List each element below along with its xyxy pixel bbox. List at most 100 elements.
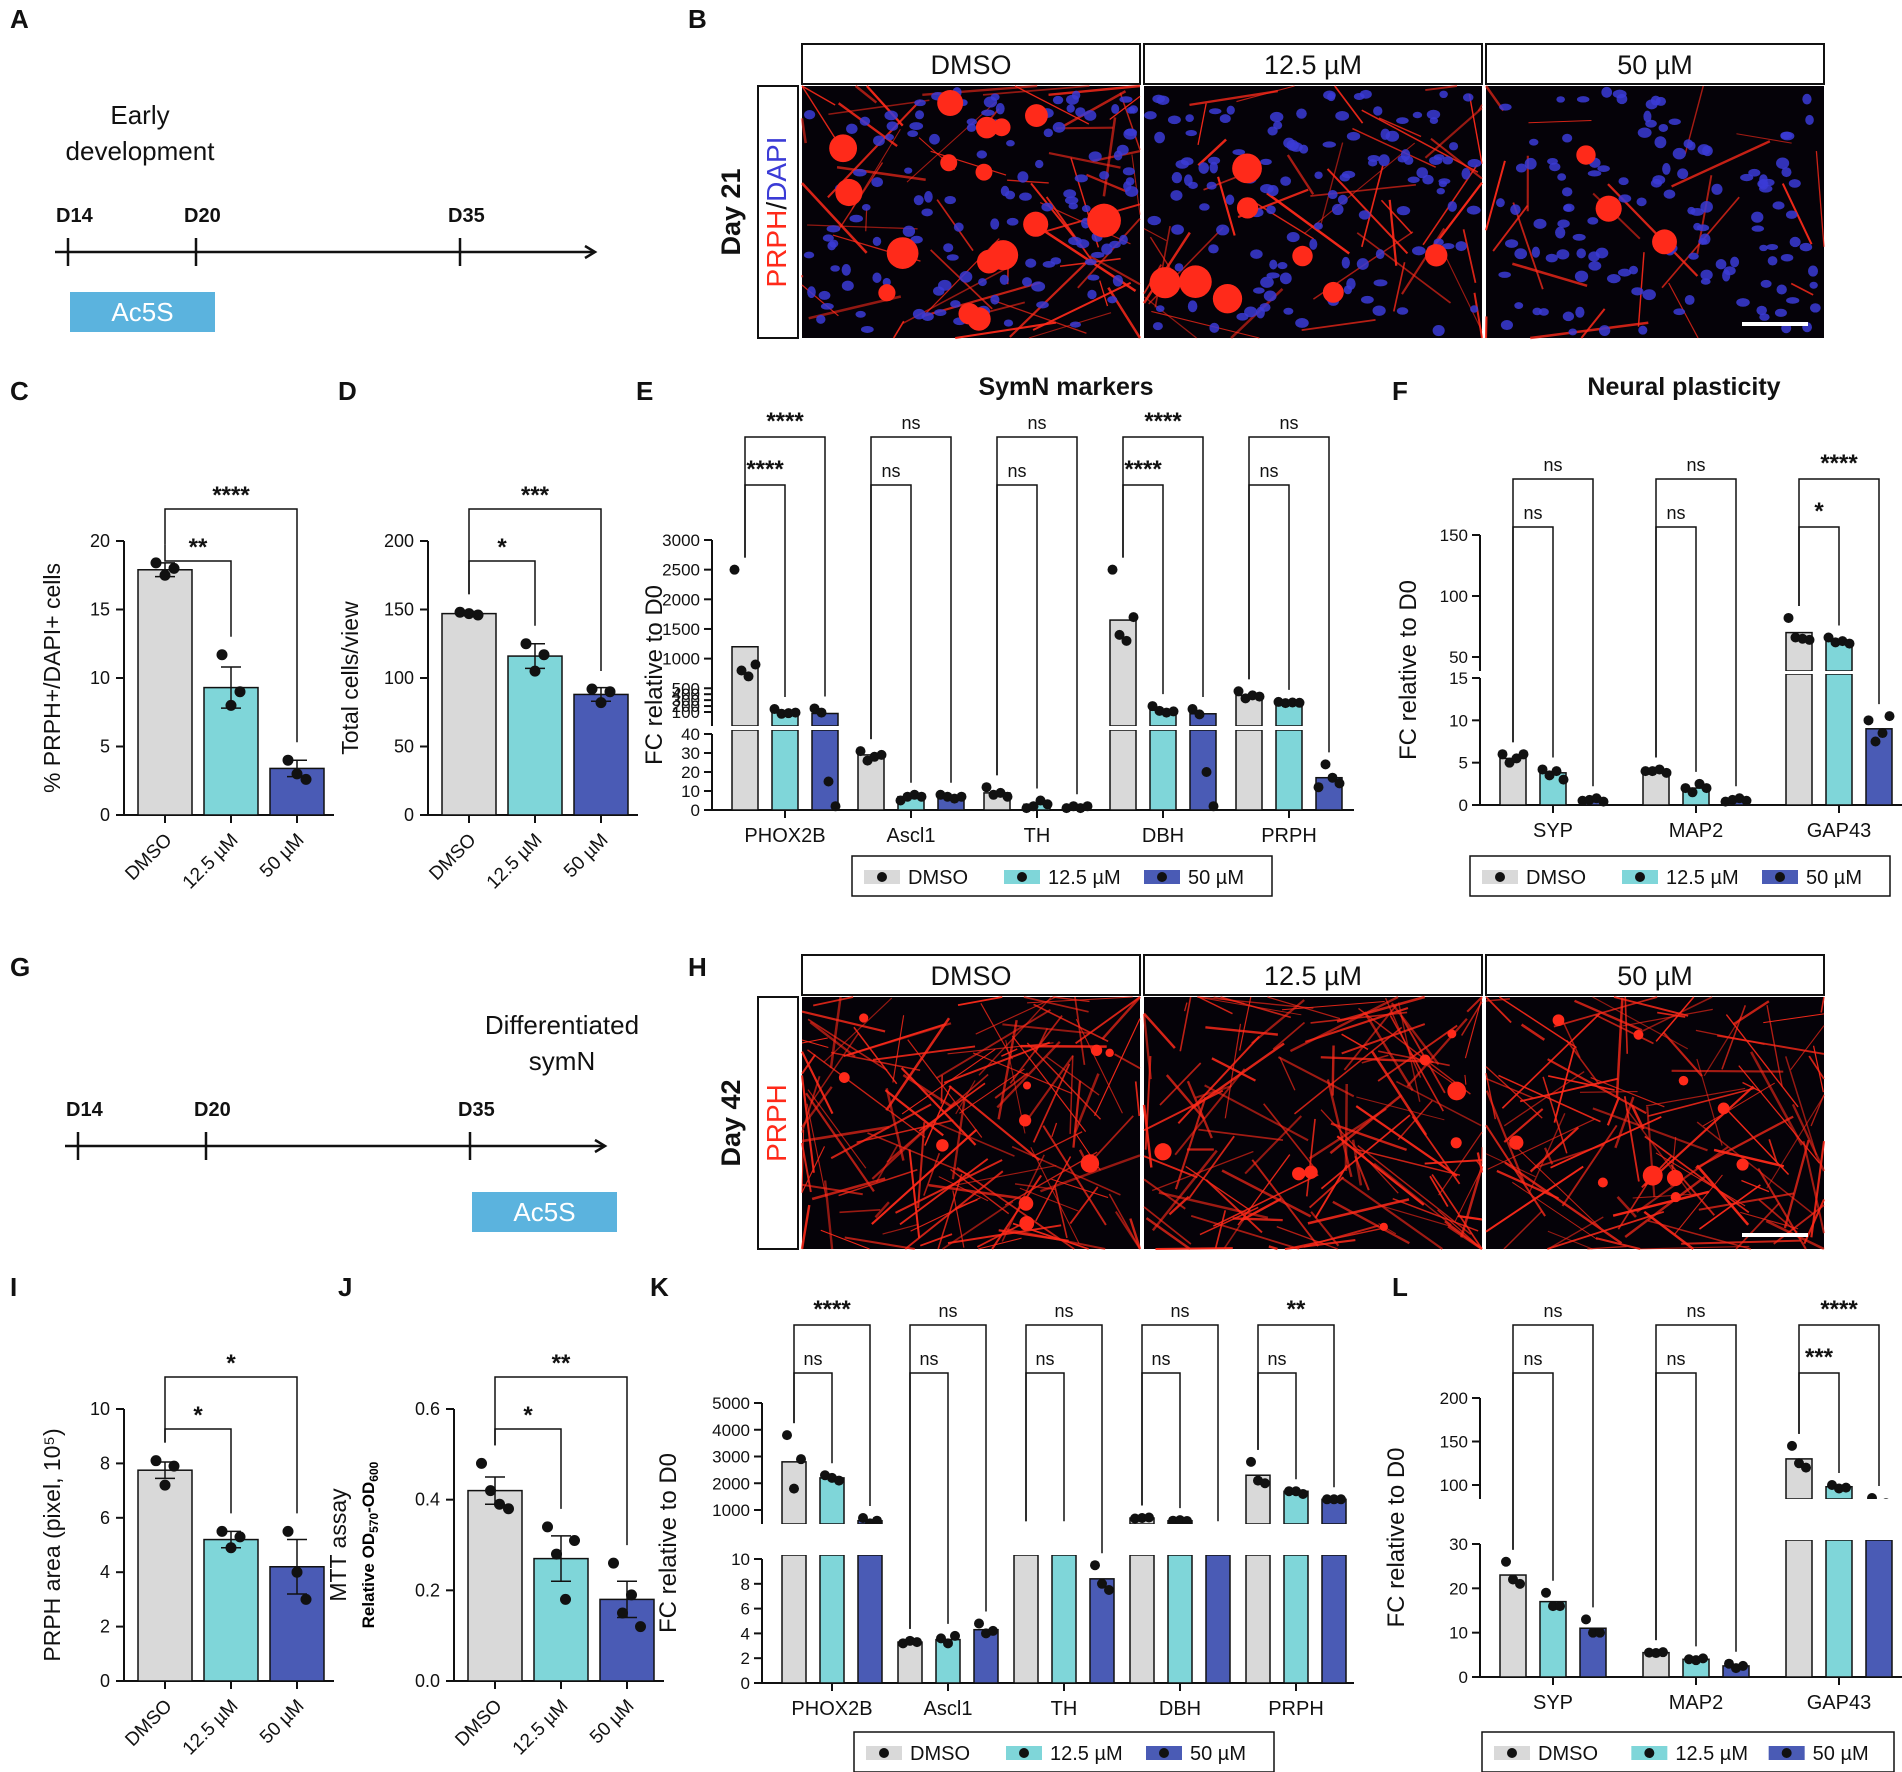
neurite [1062,90,1127,128]
row-label: Day 21 [716,168,746,255]
bar-lower [1051,1554,1077,1684]
cell-body [1087,203,1121,238]
sig-label: ns [1666,1349,1685,1369]
data-point [1260,1478,1270,1489]
legend-marker [1017,872,1027,882]
nucleus [1225,194,1235,205]
y-axis-label: FC relative to D0 [655,1453,682,1633]
nucleus [1041,202,1054,212]
cell-body [1576,145,1596,165]
nucleus [859,116,871,126]
legend-frame [1469,855,1891,897]
y-tick-label: 8 [100,1453,110,1473]
neurite [948,1085,1041,1162]
panel-letter: K [650,1272,669,1302]
neurite [1143,1155,1198,1179]
neurite [950,1168,1010,1215]
neurite [1094,1018,1141,1116]
neurite [1727,1109,1790,1176]
legend-marker [1635,872,1645,882]
data-point [1787,1440,1797,1451]
treatment-label: Ac5S [513,1197,575,1227]
neurite [807,1089,867,1169]
y-tick-label: 100 [1440,587,1468,606]
nucleus [886,121,899,131]
neurite [1380,199,1413,235]
bar [973,1628,999,1684]
sig-bracket [494,1376,628,1546]
neurite [955,321,1057,340]
bar [1539,1600,1567,1678]
nucleus [849,214,864,223]
data-point [234,686,246,698]
x-tick-label: DMSO [121,830,176,885]
sig-bracket [1257,1324,1335,1488]
data-point [1294,697,1305,708]
bar-lower [731,729,759,811]
cell-body [1080,1154,1100,1173]
nucleus [1091,251,1105,259]
x-tick-label: PHOX2B [744,825,825,847]
nucleus [1022,277,1032,287]
neurite [1281,1000,1385,1011]
neurite [1197,103,1207,146]
nucleus [943,243,954,253]
nucleus [1642,289,1656,301]
nucleus [1638,325,1648,335]
nucleus [1531,246,1540,258]
neurite [1547,1216,1604,1250]
neurite [1099,280,1109,307]
neurite [1048,152,1121,169]
neurite [1320,1109,1399,1194]
bar [1499,1574,1527,1678]
data-point [1518,749,1529,760]
condition-header [801,954,1141,996]
nucleus [1071,90,1081,100]
y-axis-sublabel: Relative OD570-OD600 [359,1461,381,1628]
y-tick-label: 10 [90,1399,110,1419]
nucleus [1587,217,1599,225]
nucleus [853,168,867,177]
nucleus [999,274,1009,285]
neurite [828,99,930,116]
stage-label: Early [110,100,169,130]
x-tick-label: MAP2 [1669,1692,1723,1714]
data-point [1298,1488,1308,1499]
neurite [1053,1185,1068,1239]
nucleus [1776,157,1790,169]
x-tick-label: 12.5 µM [179,830,243,894]
nucleus [1267,185,1279,197]
nucleus [966,118,978,126]
data-point [950,1630,960,1641]
nucleus [1017,171,1029,183]
nucleus [1263,290,1277,302]
nucleus [1617,268,1632,277]
bar-lower [1785,673,1813,806]
neurite [1002,1023,1090,1035]
data-point [729,564,740,575]
neurite [801,1039,829,1048]
sig-bracket [870,436,952,783]
neurite [978,1237,1022,1250]
x-tick-label: GAP43 [1807,1692,1871,1714]
nucleus [1341,170,1356,179]
nucleus [872,272,882,283]
neurite [1354,1155,1370,1191]
data-point [538,649,550,661]
neurite [1343,1003,1398,1071]
neurite [928,1183,1021,1200]
sig-label: ns [1170,1301,1189,1321]
neurite [1159,1062,1202,1106]
neurite [1533,1143,1605,1169]
data-point [529,665,541,677]
legend-marker [1507,1748,1517,1758]
neurite [1276,1225,1338,1250]
neurite [1179,996,1192,1052]
neurite [1477,104,1483,112]
data-point [974,1618,984,1629]
data-point [560,1593,571,1605]
nucleus [1359,89,1372,99]
data-point [916,791,927,802]
neurite [1307,1198,1410,1225]
